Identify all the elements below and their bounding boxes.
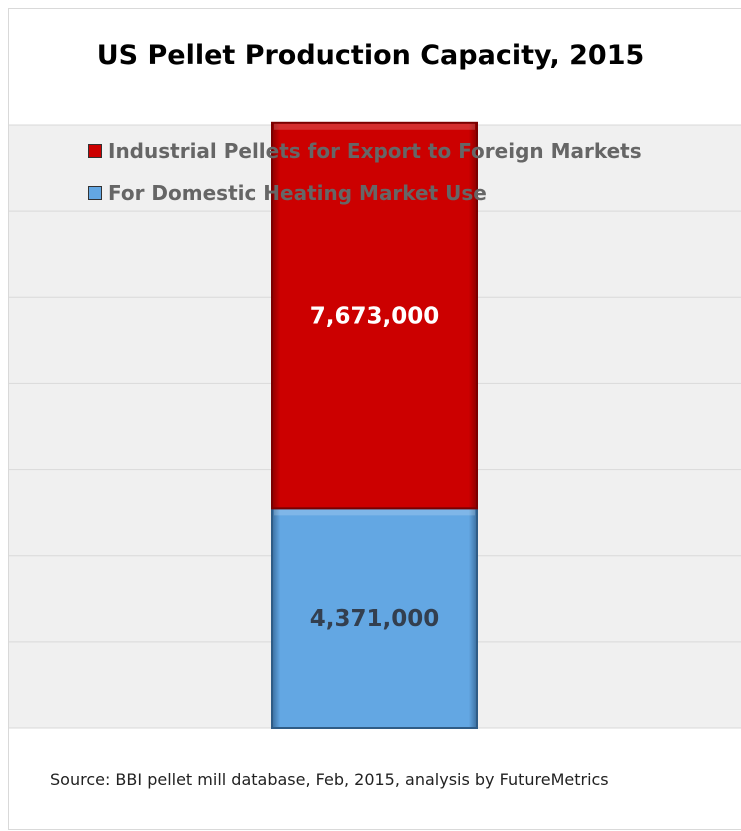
chart-title: US Pellet Production Capacity, 2015 <box>96 40 645 71</box>
legend-label-domestic: For Domestic Heating Market Use <box>108 181 487 205</box>
legend-swatch-export <box>88 144 102 158</box>
bar-export <box>271 121 478 510</box>
legend: Industrial Pellets for Export to Foreign… <box>88 130 642 214</box>
legend-item-domestic: For Domestic Heating Market Use <box>88 172 642 214</box>
legend-item-export: Industrial Pellets for Export to Foreign… <box>88 130 642 172</box>
bar-export-label: 7,673,000 <box>310 304 440 330</box>
bar-domestic-bevel <box>274 509 475 516</box>
legend-label-export: Industrial Pellets for Export to Foreign… <box>108 139 642 163</box>
bar-domestic-label: 4,371,000 <box>310 606 440 632</box>
source-note: Source: BBI pellet mill database, Feb, 2… <box>50 770 609 789</box>
bar-export-bevel <box>274 123 475 130</box>
bar-domestic <box>271 507 478 729</box>
legend-swatch-domestic <box>88 186 102 200</box>
